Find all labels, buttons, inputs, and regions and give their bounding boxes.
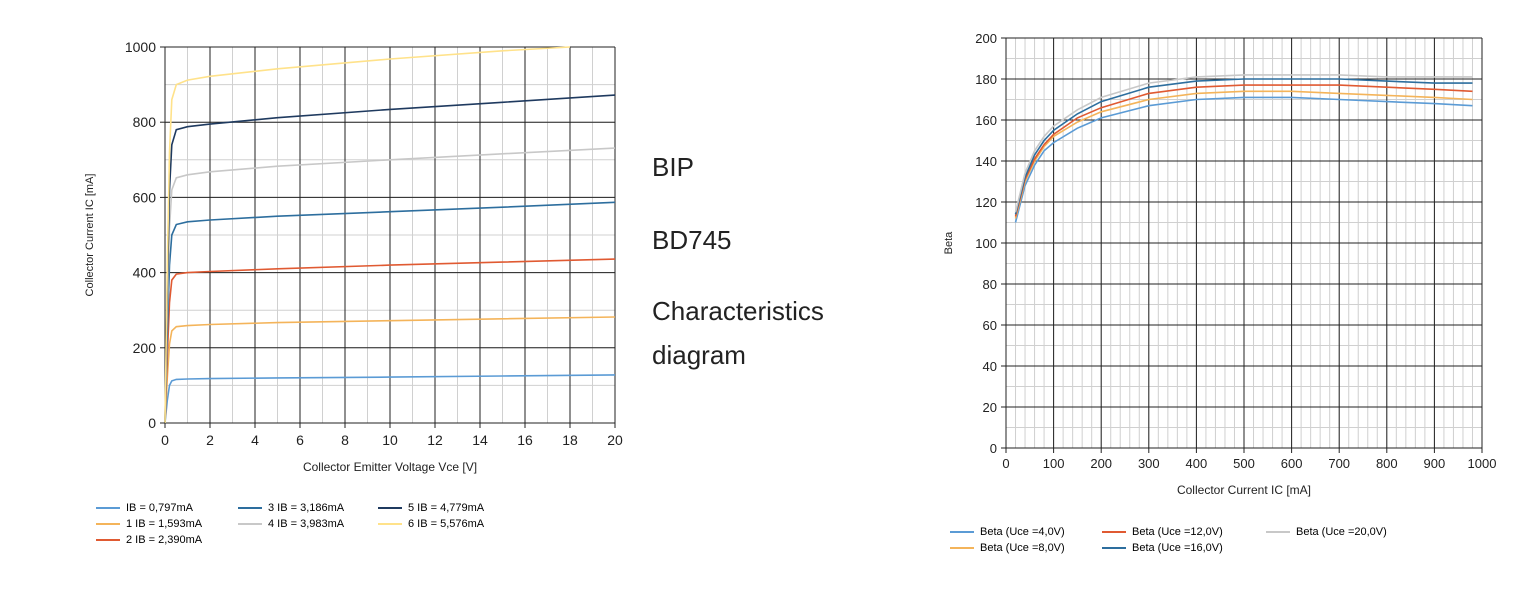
y-tick-label: 400: [133, 265, 157, 281]
output-characteristics-chart: 0 2 4 6 8 10 12 14 16 18 2002004006008001000Collec…: [84, 39, 623, 474]
series-line: [1014, 84, 1473, 217]
legend-item: Beta (Uce =4,0V): [950, 526, 1065, 538]
series-line: [164, 258, 616, 424]
legend-label: 5 IB = 4,779mA: [408, 502, 485, 514]
series-line: [1014, 74, 1473, 213]
y-tick-label: 120: [975, 195, 997, 210]
legend-swatch: [1102, 531, 1126, 533]
legend-label: 3 IB = 3,186mA: [268, 502, 345, 514]
x-tick-label: 500: [1233, 456, 1255, 471]
legend-swatch: [1102, 547, 1126, 549]
legend-label: Beta (Uce =16,0V): [1132, 542, 1223, 554]
legend-item: 4 IB = 3,983mA: [238, 518, 344, 530]
y-tick-label: 100: [975, 236, 997, 251]
legend-item: Beta (Uce =8,0V): [950, 542, 1065, 554]
description-line-1: Characteristics: [652, 296, 824, 326]
series-line: [164, 374, 616, 424]
legend-item: Beta (Uce =20,0V): [1266, 526, 1387, 538]
y-tick-label: 140: [975, 154, 997, 169]
legend-item: Beta (Uce =16,0V): [1102, 542, 1223, 554]
x-tick-label: 200: [1090, 456, 1112, 471]
x-tick-label: 1000: [1468, 456, 1497, 471]
legend-swatch: [96, 539, 120, 541]
legend-label: Beta (Uce =4,0V): [980, 526, 1065, 538]
series-line: [164, 316, 616, 424]
x-tick-label: 20: [607, 432, 623, 448]
x-tick-label: 4: [251, 432, 259, 448]
x-tick-label: 18: [562, 432, 578, 448]
legend-label: 6 IB = 5,576mA: [408, 518, 485, 530]
left-chart-legend: IB = 0,797mA 1 IB = 1,593mA 2 IB = 2,390mA…: [96, 502, 556, 562]
legend-swatch: [238, 523, 262, 525]
x-tick-label: 600: [1281, 456, 1303, 471]
legend-label: 1 IB = 1,593mA: [126, 518, 203, 530]
beta-chart: 0 100 200 300 400 500 600 700 800 900 1000 0 20 40 60 8…: [943, 31, 1497, 497]
legend-swatch: [950, 531, 974, 533]
legend-swatch: [950, 547, 974, 549]
legend-label: 2 IB = 2,390mA: [126, 534, 203, 546]
legend-item: 5 IB = 4,779mA: [378, 502, 484, 514]
x-tick-label: 100: [1043, 456, 1065, 471]
legend-item: IB = 0,797mA: [96, 502, 193, 514]
series-line: [1014, 90, 1473, 219]
x-tick-label: 800: [1376, 456, 1398, 471]
legend-label: Beta (Uce =12,0V): [1132, 526, 1223, 538]
legend-item: 6 IB = 5,576mA: [378, 518, 484, 530]
y-tick-label: 80: [983, 277, 997, 292]
y-axis-label: Beta: [943, 231, 955, 255]
x-tick-label: 900: [1424, 456, 1446, 471]
y-tick-label: 200: [133, 340, 157, 356]
y-axis-label: Collector Current IC [mA]: [84, 174, 96, 297]
x-tick-label: 12: [427, 432, 443, 448]
y-tick-label: 1000: [125, 39, 156, 55]
x-tick-label: 10: [382, 432, 398, 448]
x-tick-label: 6: [296, 432, 304, 448]
x-axis-label: Collector Emitter Voltage Vce [V]: [303, 460, 477, 474]
legend-label: IB = 0,797mA: [126, 502, 193, 514]
x-tick-label: 14: [472, 432, 488, 448]
y-tick-label: 0: [148, 415, 156, 431]
right-chart-legend: Beta (Uce =4,0V) Beta (Uce =8,0V) Beta (Uc…: [950, 526, 1450, 566]
y-tick-label: 160: [975, 113, 997, 128]
y-tick-label: 20: [983, 400, 997, 415]
x-tick-label: 300: [1138, 456, 1160, 471]
y-tick-label: 60: [983, 318, 997, 333]
legend-swatch: [238, 507, 262, 509]
legend-label: 4 IB = 3,983mA: [268, 518, 345, 530]
device-name-label: BD745: [652, 225, 732, 255]
legend-item: 1 IB = 1,593mA: [96, 518, 202, 530]
legend-item: 3 IB = 3,186mA: [238, 502, 344, 514]
legend-swatch: [378, 523, 402, 525]
y-tick-label: 800: [133, 114, 157, 130]
x-tick-label: 700: [1328, 456, 1350, 471]
legend-label: Beta (Uce =20,0V): [1296, 526, 1387, 538]
series-line: [164, 46, 571, 424]
x-tick-label: 0: [1002, 456, 1009, 471]
device-type-label: BIP: [652, 152, 694, 182]
x-axis-label: Collector Current IC [mA]: [1177, 483, 1311, 497]
legend-swatch: [96, 523, 120, 525]
x-tick-label: 400: [1186, 456, 1208, 471]
legend-swatch: [1266, 531, 1290, 533]
x-tick-label: 8: [341, 432, 349, 448]
y-tick-label: 0: [990, 441, 997, 456]
legend-swatch: [378, 507, 402, 509]
series-line: [1014, 96, 1473, 223]
x-tick-label: 16: [517, 432, 533, 448]
y-tick-label: 600: [133, 189, 157, 205]
major-grid: [164, 46, 616, 424]
y-tick-label: 200: [975, 31, 997, 46]
legend-item: 2 IB = 2,390mA: [96, 534, 202, 546]
x-tick-label: 2: [206, 432, 214, 448]
legend-item: Beta (Uce =12,0V): [1102, 526, 1223, 538]
series-line: [164, 201, 616, 424]
y-tick-label: 180: [975, 72, 997, 87]
y-tick-label: 40: [983, 359, 997, 374]
description-line-2: diagram: [652, 340, 746, 370]
legend-swatch: [96, 507, 120, 509]
legend-label: Beta (Uce =8,0V): [980, 542, 1065, 554]
series-line: [1014, 78, 1473, 215]
x-tick-label: 0: [161, 432, 169, 448]
